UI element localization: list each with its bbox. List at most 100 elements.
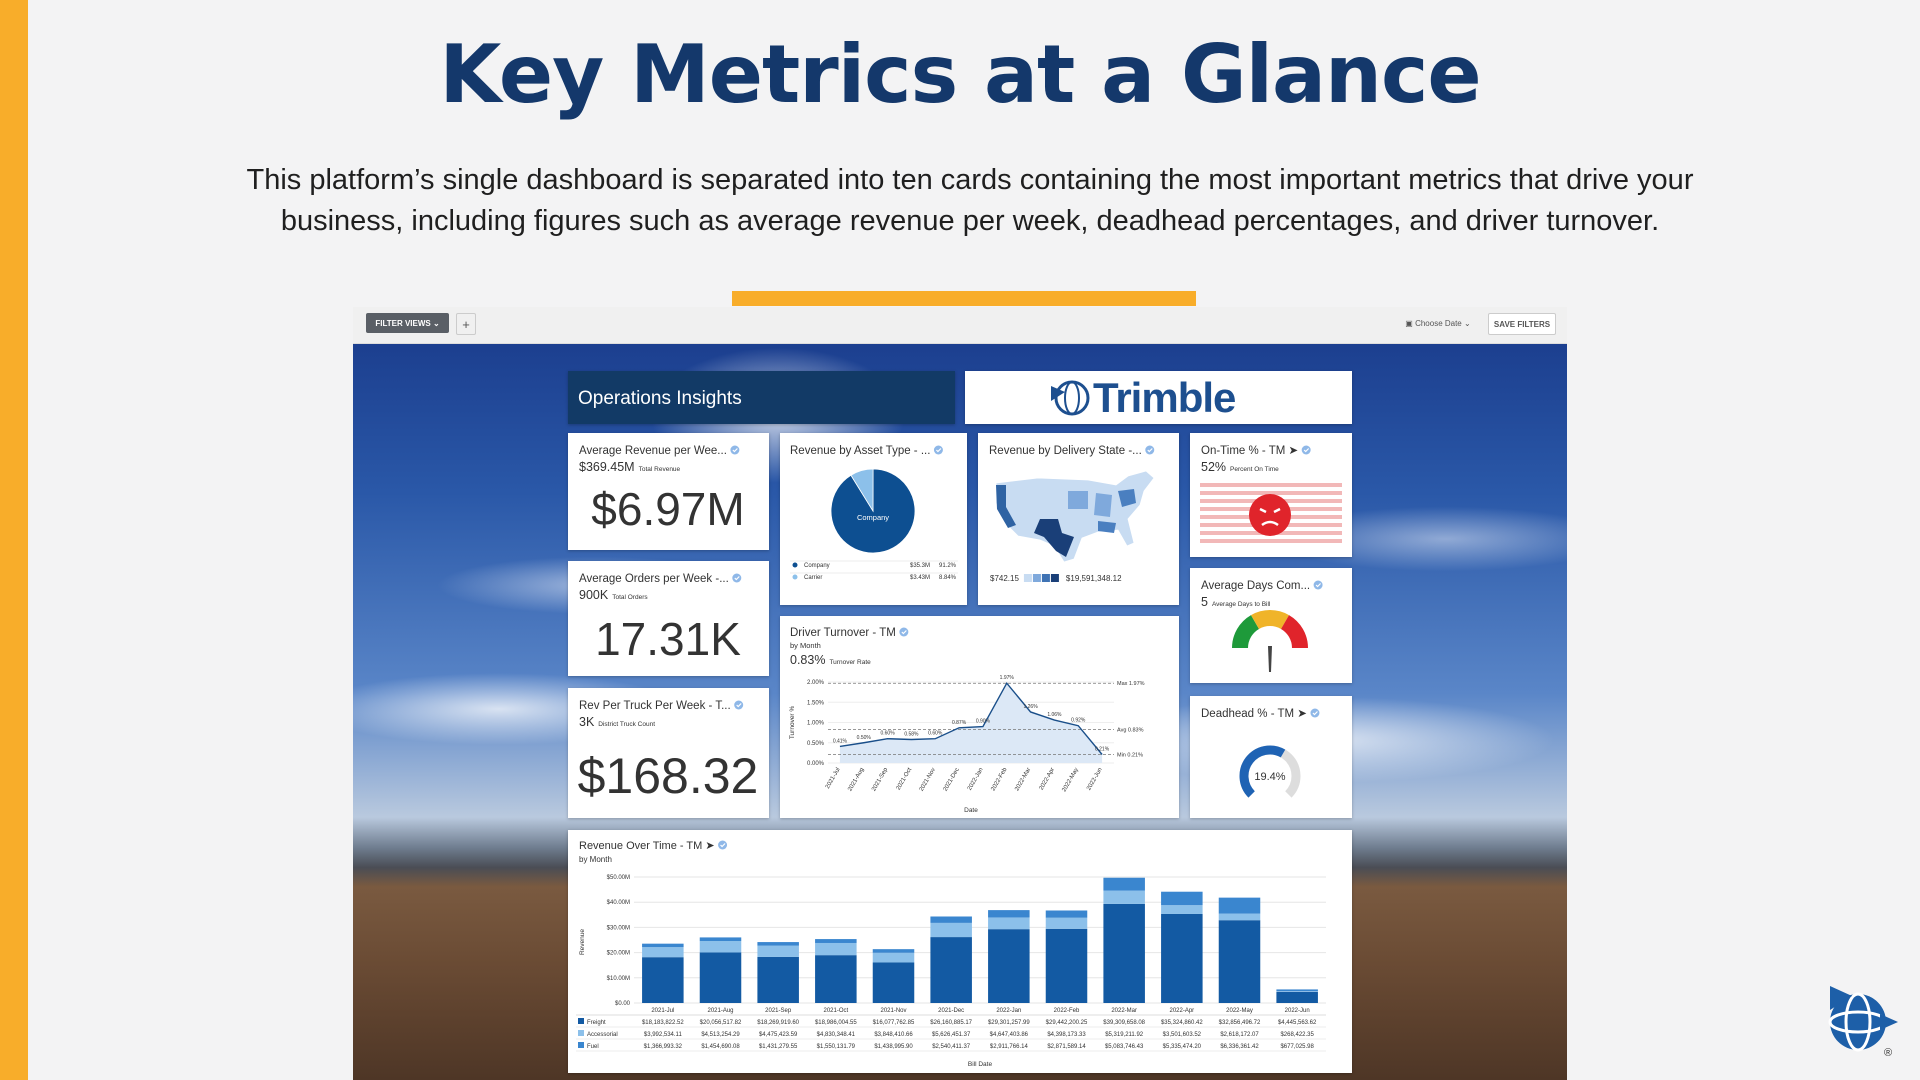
bar-segment xyxy=(1218,920,1261,1003)
table-cell: $1,454,690.08 xyxy=(701,1044,740,1050)
bar-segment xyxy=(1103,890,1145,904)
x-tick-label: 2021-Sep xyxy=(871,766,890,792)
point-label: 0.92% xyxy=(1071,718,1086,724)
verified-icon xyxy=(1313,580,1323,590)
bar-segment xyxy=(642,947,684,958)
verified-check xyxy=(736,703,742,708)
table-cell: $4,445,563.62 xyxy=(1278,1020,1317,1026)
point-label: 0.50% xyxy=(857,735,872,741)
accent-bar xyxy=(0,0,28,1080)
logo-meridian xyxy=(1844,992,1872,1052)
dashboard-header: Operations Insights xyxy=(568,371,955,424)
status-face xyxy=(1249,494,1291,536)
driver-turnover-card: Driver Turnover - TM by Month 0.83% Turnove… xyxy=(780,616,1179,818)
avg-days-card: Average Days Com... 5 Average Days to Bill xyxy=(1190,568,1352,683)
x-axis-title: Date xyxy=(964,807,978,814)
table-cell: $16,077,762.85 xyxy=(873,1020,915,1026)
save-filters-button[interactable]: SAVE FILTERS xyxy=(1488,313,1556,335)
bar-segment xyxy=(1161,891,1203,906)
bar-segment xyxy=(815,942,857,956)
x-tick-label: 2021-Aug xyxy=(847,767,865,793)
bar-segment xyxy=(988,910,1030,918)
choose-date-button[interactable]: ▣ Choose Date ⌄ xyxy=(1405,318,1471,328)
card-subtitle: by Month xyxy=(790,641,821,650)
bar-segment xyxy=(872,949,915,953)
card-canvas: Trimble xyxy=(1051,374,1236,421)
x-axis-title: Bill Date xyxy=(968,1061,993,1068)
y-tick-label: $20.00M xyxy=(607,951,630,957)
y-tick-label: $40.00M xyxy=(607,900,630,906)
legend-swatch xyxy=(792,574,798,580)
card-sub-label: Total Orders xyxy=(612,594,648,601)
table-cell: $4,398,173.33 xyxy=(1047,1032,1086,1038)
table-cell: $4,513,254.29 xyxy=(701,1032,740,1038)
bar-segment xyxy=(1218,897,1261,914)
card-title: Average Days Com... xyxy=(1201,580,1310,592)
table-cell: $4,475,423.59 xyxy=(759,1032,798,1038)
verified-icon xyxy=(933,445,943,455)
card-sub-value: $369.45M xyxy=(579,460,635,474)
x-tick-label: 2022-Mar xyxy=(1111,1008,1137,1014)
x-tick-label: 2021-Nov xyxy=(919,767,937,793)
x-tick-label: 2021-Oct xyxy=(823,1008,848,1014)
card-canvas: Average Orders per Week -... 900K Total Or… xyxy=(579,573,742,665)
card-sub-value: 52% xyxy=(1201,460,1226,474)
verified-check xyxy=(1147,448,1153,453)
card-canvas: Revenue Over Time - TM ➤ by Month $0.00 $10… xyxy=(576,840,1326,1068)
verified-check xyxy=(1315,583,1322,588)
card-canvas: Average Revenue per Wee... $369.45M Total … xyxy=(579,445,745,535)
bar-segment xyxy=(1218,913,1261,921)
card-title: Revenue by Delivery State -... xyxy=(989,445,1142,457)
table-cell: $18,183,822.52 xyxy=(642,1020,684,1026)
verified-icon xyxy=(718,840,728,850)
logo-globe xyxy=(1054,380,1090,416)
verified-icon xyxy=(732,573,742,583)
point-label: 0.90% xyxy=(976,719,991,725)
x-tick-label: 2022-Mar xyxy=(1014,767,1032,792)
bar-segment xyxy=(699,937,742,942)
bar-segment xyxy=(1276,991,1318,992)
table-cell: $18,269,919.60 xyxy=(757,1020,799,1026)
card-canvas: Revenue by Asset Type - ... Company $35.3M… xyxy=(790,445,958,581)
x-tick-label: 2022-Apr xyxy=(1039,767,1057,791)
gauge-segment xyxy=(1251,610,1289,630)
bar-segment xyxy=(988,929,1030,1003)
button-label: SAVE FILTERS xyxy=(1493,319,1551,329)
map-region xyxy=(1068,491,1112,517)
filter-views-button[interactable]: FILTER VIEWS ⌄ xyxy=(366,313,449,333)
table-cell: $2,871,589.14 xyxy=(1047,1044,1086,1050)
map-region xyxy=(1034,519,1074,557)
card-sub-label: Total Revenue xyxy=(639,466,681,473)
map-legend-step xyxy=(1041,574,1050,582)
bar-segment xyxy=(699,952,742,1003)
table-cell: $1,431,279.55 xyxy=(759,1044,798,1050)
table-cell: $39,309,658.08 xyxy=(1103,1020,1145,1026)
slide-title: Key Metrics at a Glance xyxy=(439,28,1481,121)
turnover-line xyxy=(839,681,1103,755)
card-canvas: Average Days Com... 5 Average Days to Bill xyxy=(1201,580,1323,672)
y-tick-label: $50.00M xyxy=(607,875,630,881)
card-title: Driver Turnover - TM xyxy=(790,627,896,639)
x-tick-label: 2022-Feb xyxy=(990,766,1008,792)
x-tick-label: 2022-Apr xyxy=(1169,1008,1194,1014)
y-tick-label: 0.50% xyxy=(807,741,825,747)
pie-center-label: Company xyxy=(857,513,889,522)
legend-label: Carrier xyxy=(804,575,822,581)
bar-segment xyxy=(1161,913,1203,1003)
card-title: Average Orders per Week -... xyxy=(579,573,729,585)
slide-description: This platform’s single dashboard is sepa… xyxy=(246,164,1694,237)
table-cell: $18,986,004.55 xyxy=(815,1020,857,1026)
gauge-fill xyxy=(1239,745,1286,798)
turnover-area xyxy=(839,683,1103,763)
bar-segment xyxy=(1045,910,1088,918)
table-cell: $6,336,361.42 xyxy=(1220,1044,1259,1050)
logo-arrow xyxy=(1830,986,1898,1030)
logo-text: Trimble xyxy=(1093,374,1235,421)
add-view-button[interactable]: + xyxy=(456,313,476,335)
bar-segment xyxy=(988,917,1030,930)
point-label: 0.21% xyxy=(1095,746,1110,752)
verified-icon xyxy=(1145,445,1155,455)
table-cell: $677,025.98 xyxy=(1280,1044,1314,1050)
table-cell: $35,324,860.42 xyxy=(1161,1020,1203,1026)
map-legend-step xyxy=(1023,574,1032,582)
